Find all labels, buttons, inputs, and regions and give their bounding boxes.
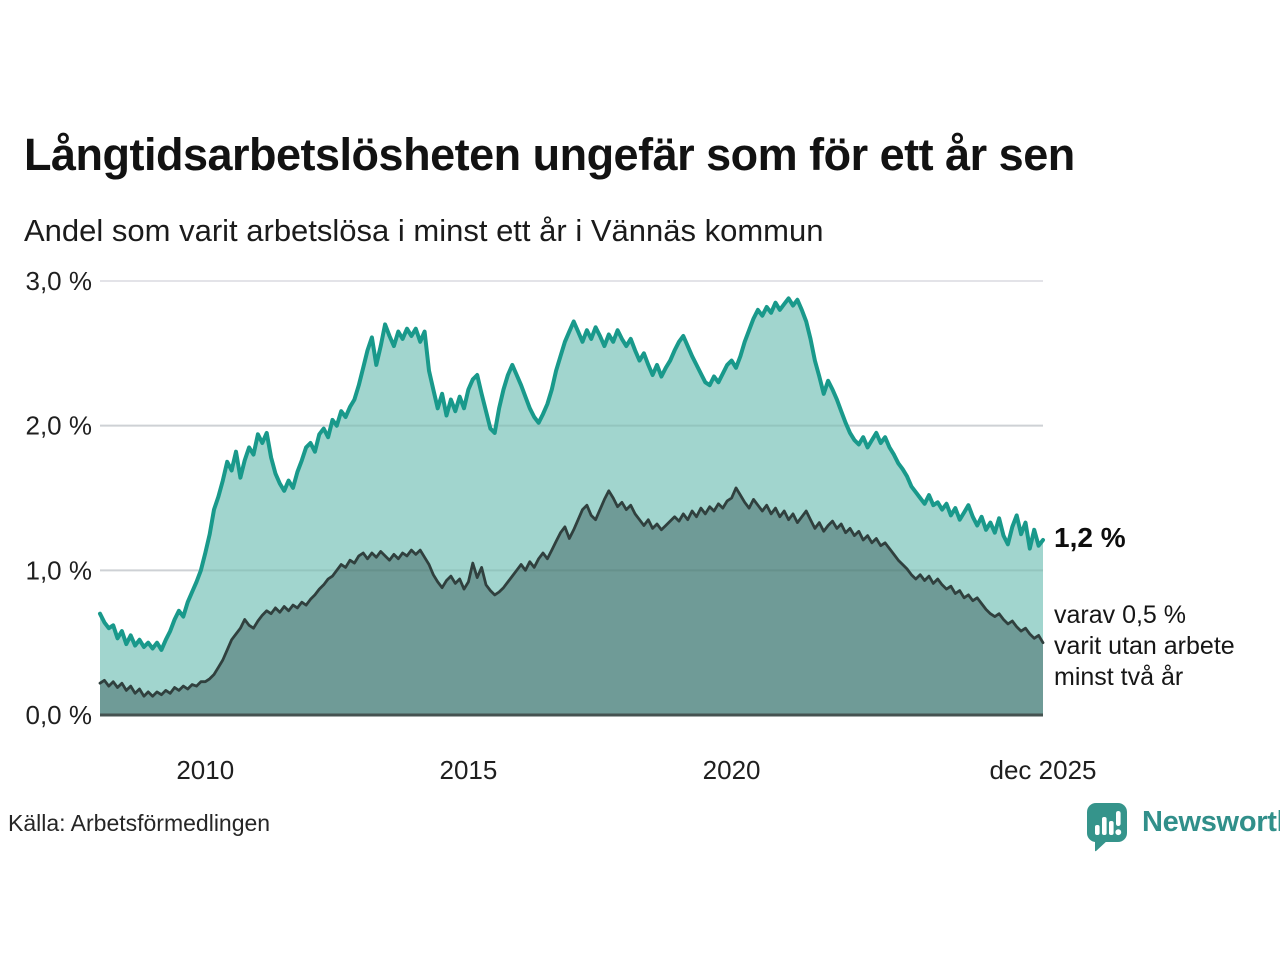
series-one-year-line [98,296,1045,652]
series-two-year-line [98,486,1045,698]
latest-value-label: 1,2 % [1054,522,1126,553]
page-subtitle: Andel som varit arbetslösa i minst ett å… [24,213,824,248]
secondary-series-annotation: varav 0,5 % varit utan arbete minst två … [1054,600,1235,693]
y-axis-label: 3,0 % [26,266,93,296]
annotation-line-3: minst två år [1054,663,1184,691]
newsworthy-logo-icon [1087,803,1127,852]
x-axis-label: 2020 [703,755,761,785]
source-label: Källa: Arbetsförmedlingen [8,810,271,836]
y-axis-label: 1,0 % [26,555,93,585]
x-axis-label: 2015 [440,755,498,785]
annotation-line-2: varit utan arbete [1054,632,1235,660]
series-two-year-area [100,487,1043,715]
newsworthy-logo-text: Newsworthy [1142,806,1280,838]
y-axis-label: 2,0 % [26,411,93,441]
y-axis-label: 0,0 % [26,700,93,730]
x-axis-label: 2010 [176,755,234,785]
unemployment-area-chart: 0,0 % 1,0 % 2,0 % 3,0 % 2010 2015 2020 dec 2025 [26,266,1097,785]
newsworthy-logo[interactable]: Newsworthy [1086,802,1280,852]
page-title: Långtidsarbetslösheten ungefär som för e… [24,129,1075,180]
annotation-line-1: varav 0,5 % [1054,601,1187,629]
x-axis-label: dec 2025 [990,755,1097,785]
